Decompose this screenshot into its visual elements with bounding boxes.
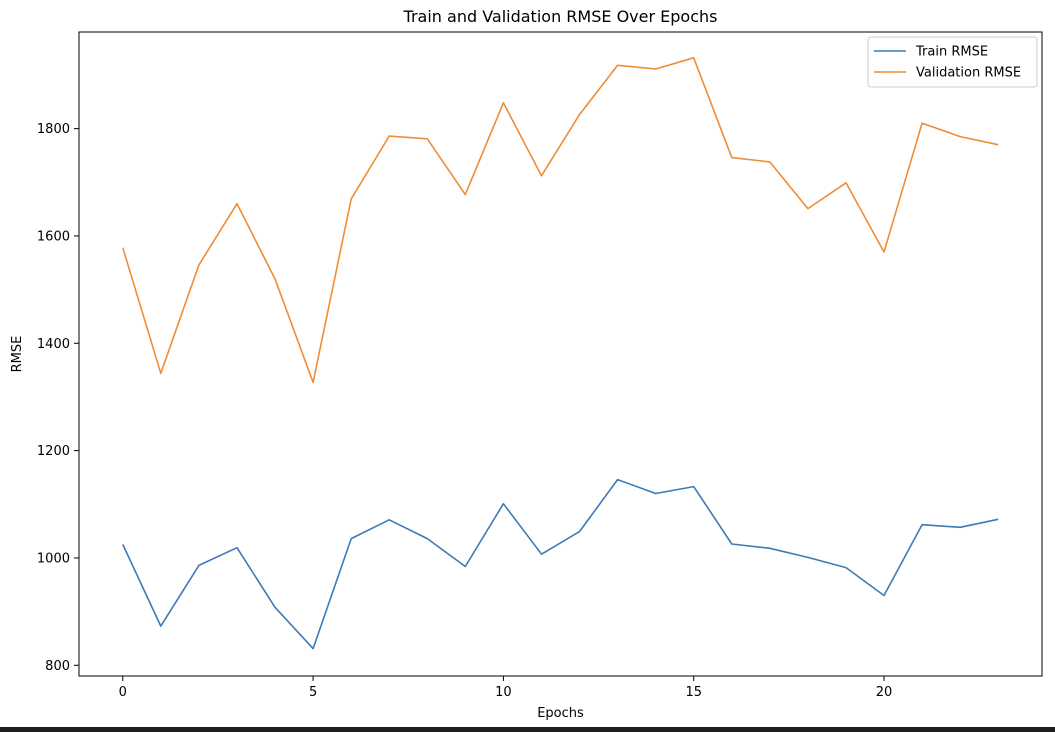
x-tick-label: 0 (119, 685, 127, 700)
y-tick-label: 1800 (37, 122, 70, 137)
plot-area (78, 31, 1043, 677)
x-axis-label: Epochs (537, 706, 584, 721)
y-tick-label: 1000 (37, 551, 70, 566)
series-line-validation-rmse (122, 56, 999, 384)
series-line-train-rmse (122, 478, 999, 650)
legend-label: Train RMSE (915, 45, 988, 60)
y-tick-label: 800 (45, 659, 70, 674)
legend-label: Validation RMSE (916, 66, 1021, 81)
y-tick-label: 1600 (37, 229, 70, 244)
y-axis-label: RMSE (10, 336, 25, 373)
x-tick-label: 10 (495, 685, 512, 700)
chart-title: Train and Validation RMSE Over Epochs (403, 7, 718, 26)
window-bottom-bar (0, 727, 1055, 732)
y-tick-label: 1200 (37, 444, 70, 459)
legend: Train RMSE Validation RMSE (867, 36, 1038, 88)
y-tick-label: 1400 (37, 337, 70, 352)
x-tick-label: 20 (876, 685, 893, 700)
x-tick-label: 5 (309, 685, 317, 700)
x-tick-label: 15 (685, 685, 702, 700)
legend-box (867, 36, 1038, 88)
